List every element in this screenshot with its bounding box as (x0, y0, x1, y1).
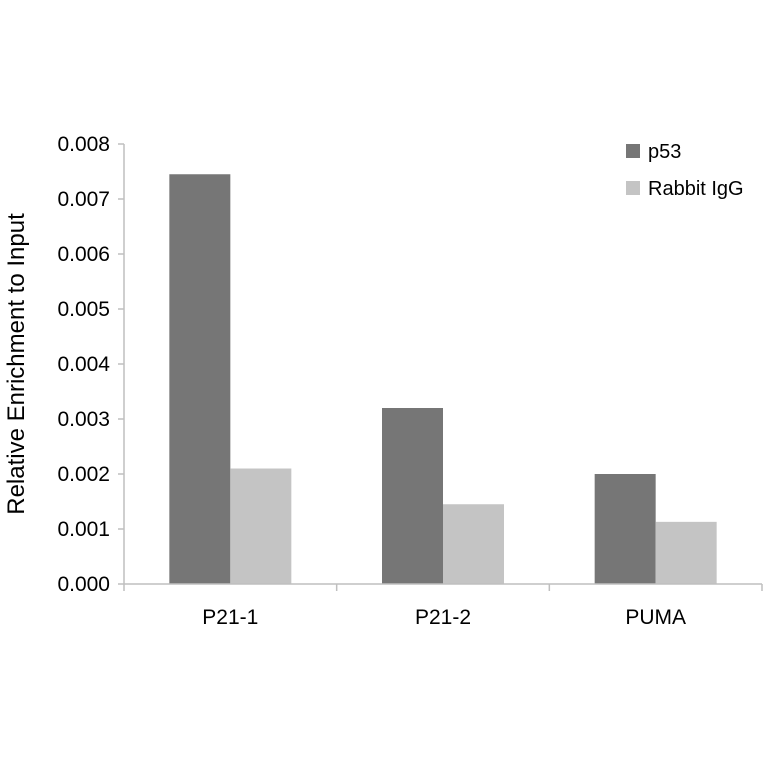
x-tick-label: P21-1 (202, 606, 258, 629)
bar-rabbit-igg-puma (655, 521, 717, 584)
legend-label: Rabbit IgG (648, 178, 744, 200)
y-tick-label: 0.001 (57, 518, 110, 541)
x-axis-ticks (123, 584, 763, 591)
y-axis-ticks: 0.000 0.001 0.002 0.003 0.004 0.005 0.006 0.007… (57, 133, 124, 596)
x-tick-label: PUMA (625, 606, 686, 629)
legend-swatch (626, 181, 640, 195)
y-tick-label: 0.005 (57, 298, 110, 321)
y-tick-label: 0.007 (57, 188, 110, 211)
y-tick-label: 0.006 (57, 243, 110, 266)
bar-p53-p21-2 (382, 408, 443, 584)
legend: p53 Rabbit IgG (626, 141, 744, 200)
bar-rabbit-igg-p21-1 (230, 468, 292, 584)
y-tick-label: 0.003 (57, 408, 110, 431)
y-tick-label: 0.002 (57, 463, 110, 486)
bar-rabbit-igg-p21-2 (443, 504, 504, 584)
y-axis-title: Relative Enrichment to Input (3, 213, 30, 515)
bar-p53-p21-1 (169, 174, 231, 584)
bars (169, 174, 717, 584)
y-tick-label: 0.004 (57, 353, 110, 376)
y-tick-label: 0.000 (57, 573, 110, 596)
x-axis-labels: P21-1 P21-2 PUMA (202, 606, 686, 629)
legend-swatch (626, 144, 640, 158)
bar-p53-puma (594, 474, 656, 584)
legend-label: p53 (648, 141, 681, 163)
x-tick-label: P21-2 (415, 606, 471, 629)
y-tick-label: 0.008 (57, 133, 110, 156)
